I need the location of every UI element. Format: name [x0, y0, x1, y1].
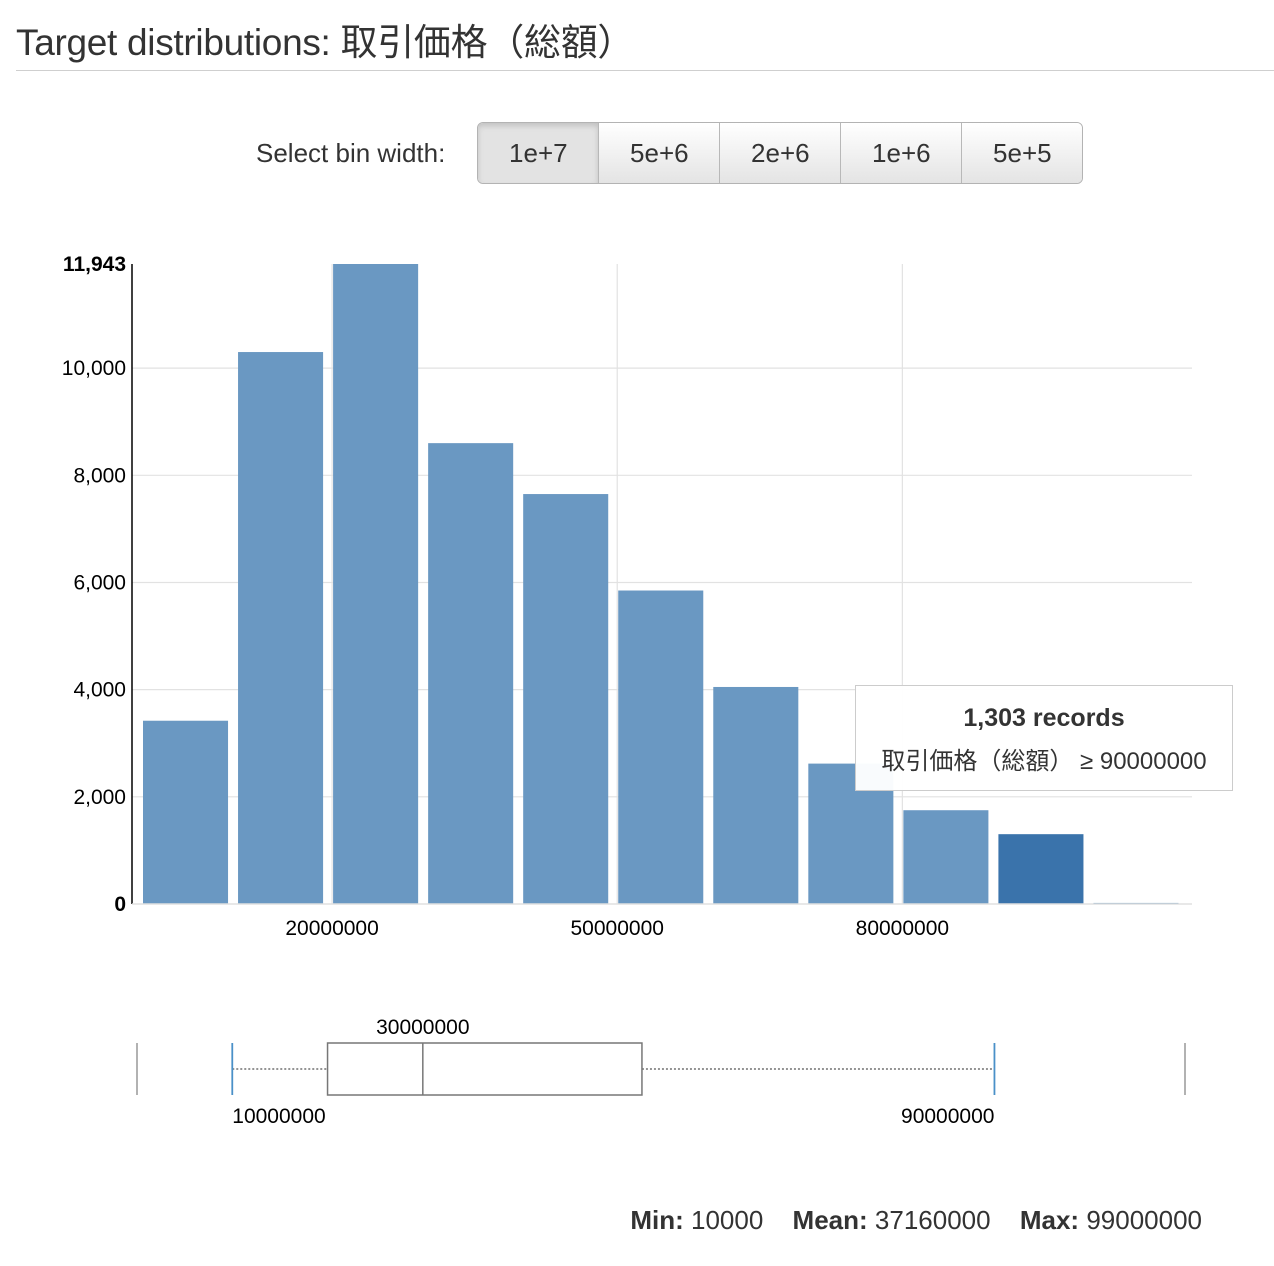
chart-axes: 0 2,000 4,000 6,000 8,000 10,000 11,943 2000000… — [62, 253, 1192, 940]
y-tick-label: 10,000 — [62, 357, 126, 380]
histogram-bar[interactable] — [998, 834, 1084, 904]
y-tick-label: 2,000 — [73, 786, 126, 809]
y-tick-label: 11,943 — [63, 253, 126, 276]
bin-width-button-group: 1e+7 5e+6 2e+6 1e+6 5e+5 — [477, 122, 1084, 184]
tooltip-range: 取引価格（総額） ≥ 90000000 — [881, 748, 1207, 775]
mean-value: 37160000 — [874, 1205, 991, 1235]
y-tick-label: 6,000 — [73, 571, 126, 594]
mean-label: Mean: — [792, 1205, 868, 1235]
histogram-bar[interactable] — [618, 590, 704, 904]
bin-width-button-1e7[interactable]: 1e+7 — [478, 123, 599, 183]
x-tick-label: 20000000 — [285, 917, 378, 940]
y-tick-label: 8,000 — [73, 464, 126, 487]
bar-tooltip: 1,303 records 取引価格（総額） ≥ 90000000 — [855, 685, 1233, 791]
boxplot-median-label: 30000000 — [376, 1016, 469, 1039]
summary-stats: Min: 10000 Mean: 37160000 Max: 99000000 — [630, 1205, 1202, 1236]
box-plot: 30000000 10000000 90000000 — [136, 1016, 1186, 1128]
bin-width-button-5e5[interactable]: 5e+5 — [961, 123, 1083, 183]
min-label: Min: — [630, 1205, 684, 1235]
boxplot-high-label: 90000000 — [901, 1105, 994, 1128]
page-title: Target distributions: 取引価格（総額） — [16, 22, 635, 63]
histogram-bar[interactable] — [143, 720, 229, 904]
bin-width-label: Select bin width: — [256, 137, 446, 168]
histogram-bar[interactable] — [523, 494, 609, 904]
max-value: 99000000 — [1086, 1205, 1202, 1235]
bin-width-button-2e6[interactable]: 2e+6 — [719, 123, 841, 183]
tooltip-record-count: 1,303 records — [963, 704, 1125, 732]
bin-width-button-5e6[interactable]: 5e+6 — [598, 123, 720, 183]
y-tick-label: 4,000 — [73, 679, 126, 702]
boxplot-box — [326, 1042, 643, 1096]
bin-width-button-1e6[interactable]: 1e+6 — [840, 123, 962, 183]
x-tick-label: 50000000 — [571, 917, 664, 940]
histogram-bar[interactable] — [428, 443, 514, 904]
histogram-bar[interactable] — [333, 264, 419, 904]
histogram-bars — [143, 264, 1179, 905]
histogram-bar[interactable] — [903, 810, 989, 904]
max-label: Max: — [1019, 1205, 1080, 1235]
min-value: 10000 — [691, 1205, 764, 1235]
title-divider — [16, 70, 1274, 71]
histogram-bar[interactable] — [238, 352, 324, 904]
x-tick-label: 80000000 — [856, 917, 949, 940]
histogram-bar[interactable] — [713, 686, 799, 904]
bin-width-selector: Select bin width: 1e+7 5e+6 2e+6 1e+6 5e… — [256, 122, 1084, 184]
boxplot-low-label: 10000000 — [232, 1105, 325, 1128]
y-tick-label: 0 — [114, 893, 126, 916]
